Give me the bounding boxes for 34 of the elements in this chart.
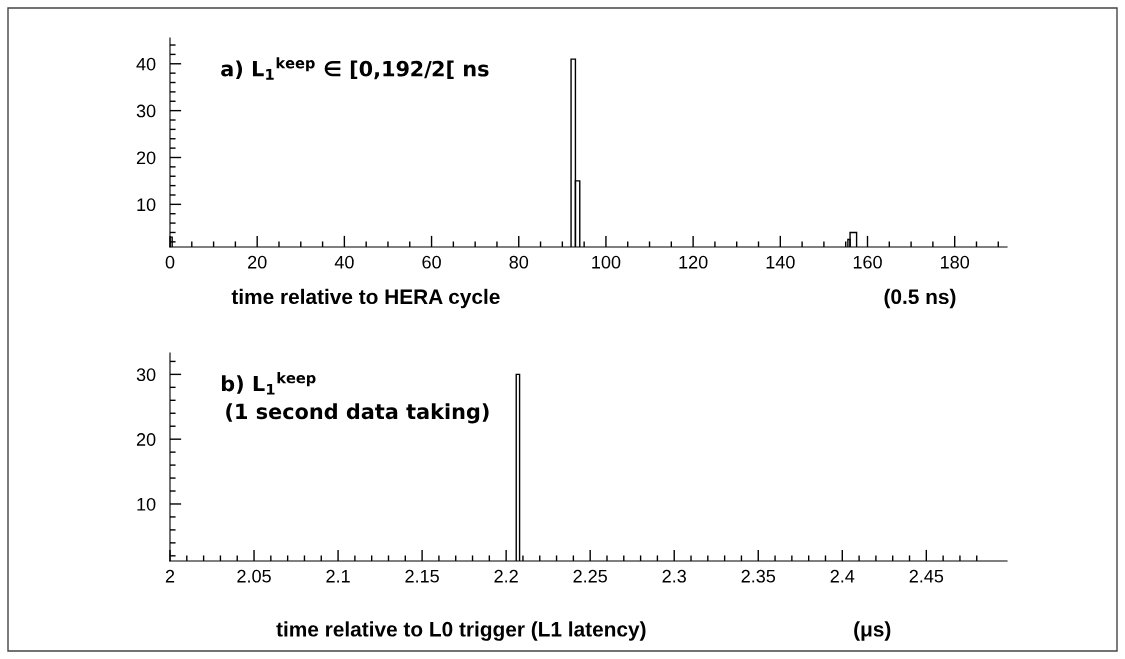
x-tick-label: 2.4 [830, 569, 855, 583]
x-tick-label: 2.25 [573, 569, 607, 583]
x-tick-label: 0 [165, 255, 175, 269]
annotation: b) L$_{1}$$^{keep}$ [221, 372, 316, 395]
text: (0.5 ns) [884, 288, 956, 309]
y-tick-label: 20 [136, 151, 156, 165]
x-tick-label: 2.1 [326, 569, 350, 583]
y-tick-label: 10 [137, 497, 156, 511]
x-tick-label: 140 [766, 255, 795, 269]
x-tick-label: 2.15 [405, 569, 439, 583]
x-axis-title: time relative to HERA cycle [231, 288, 500, 309]
x-tick-label: 2.2 [494, 569, 518, 583]
x-tick-label: 2.45 [909, 569, 944, 583]
annotation: a) L$_{1}$$^{keep}$ ∈ [0,192/2[ ns [221, 57, 489, 80]
x-tick-label: 160 [853, 255, 882, 269]
x-tick-label: 180 [941, 255, 970, 269]
y-tick-label: 30 [136, 104, 156, 118]
text: (μs) [854, 621, 891, 641]
x-axis-title: time relative to L0 trigger (L1 latency) [276, 621, 646, 641]
y-tick-label: 40 [136, 57, 156, 71]
x-tick-label: 120 [679, 255, 708, 269]
y-tick-label: 10 [137, 198, 156, 212]
x-tick-label: 2.05 [237, 569, 271, 583]
y-tick-label: 20 [136, 433, 156, 446]
x-tick-label: 2 [165, 569, 175, 583]
y-tick-label: 30 [136, 368, 156, 382]
x-tick-label: 80 [509, 255, 529, 269]
x-tick-label: 60 [422, 255, 441, 269]
x-tick-label: 2.3 [662, 569, 686, 583]
x-tick-label: 40 [334, 255, 354, 269]
x-tick-label: 20 [248, 255, 267, 269]
x-tick-label: 2.35 [741, 569, 776, 583]
annotation: (1 second data taking) [226, 403, 489, 424]
x-tick-label: 100 [592, 255, 621, 269]
